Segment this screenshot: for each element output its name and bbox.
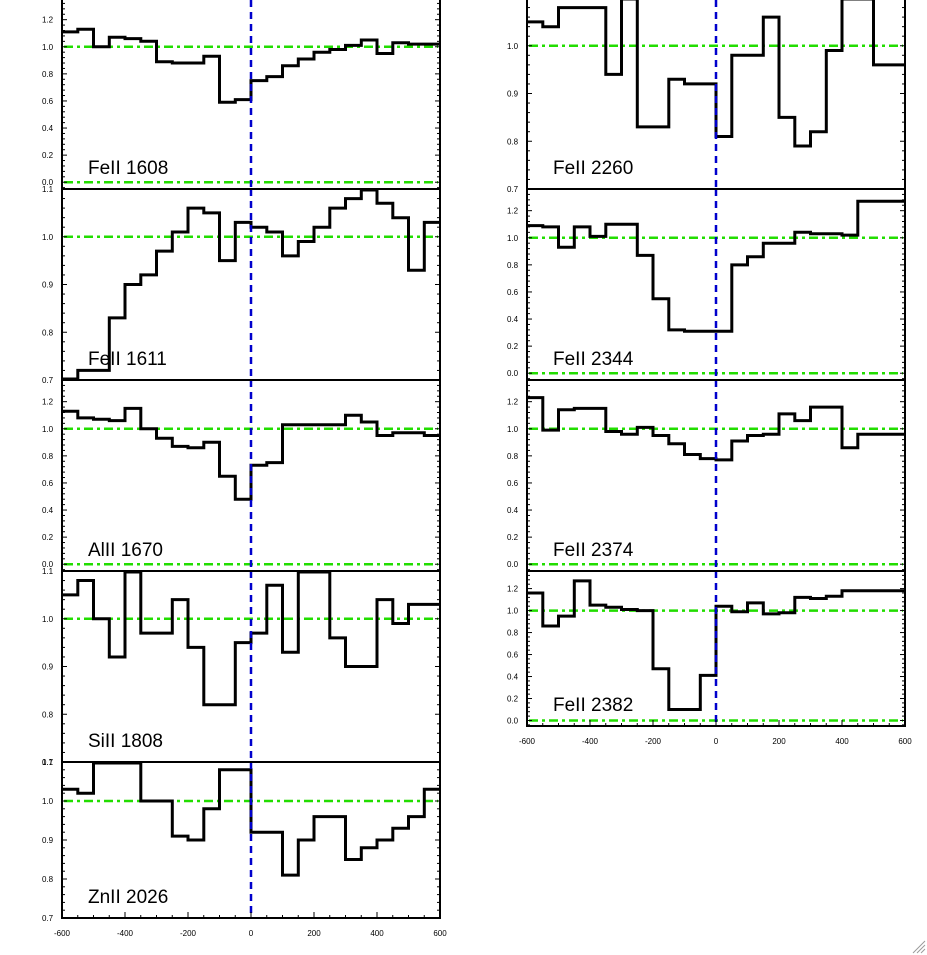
panel-feii-2260: 0.7 0.8 0.9 1.0 FeII 2260 [507, 0, 906, 194]
y-tick-label: 1.0 [42, 425, 54, 434]
y-tick-label: 0.4 [42, 506, 54, 515]
panel-label-feii-1608: FeII 1608 [88, 158, 168, 179]
panel-feii-2374: 0.0 0.2 0.4 0.6 0.8 1.0 1.2 FeII 2374 [507, 379, 906, 572]
x-tick-label: -600 [519, 737, 536, 746]
x-tick-label: 400 [370, 929, 384, 938]
y-tick-label: 1.0 [507, 425, 519, 434]
y-tick-label: 0.9 [42, 836, 54, 845]
y-tick-label: 1.0 [507, 234, 519, 243]
y-tick-label: 1.1 [42, 567, 54, 576]
panel-feii-1611: 0.7 0.8 0.9 1.0 1.1 FeII 1611 [42, 185, 441, 385]
spectrum-line [527, 199, 905, 333]
panel-label-feii-1611: FeII 1611 [88, 349, 167, 370]
y-tick-label: 0.8 [42, 875, 54, 884]
spectrum-line [62, 571, 440, 707]
y-tick-label: 0.6 [42, 97, 54, 106]
y-tick-label: 0.2 [507, 695, 519, 704]
y-tick-label: 0.7 [42, 376, 54, 385]
y-tick-label: 0.4 [42, 124, 54, 133]
x-tick-label: 0 [714, 737, 719, 746]
resize-grip-icon[interactable] [912, 940, 926, 954]
spectrum-line [62, 406, 440, 501]
panel-znii-2026: 0.7 0.8 0.9 1.0 1.1 ZnII 2026 [42, 758, 441, 923]
y-tick-label: 0.2 [507, 533, 519, 542]
panel-siii-1808: 0.7 0.8 0.9 1.0 1.1 SiII 1808 [42, 567, 441, 767]
y-tick-label: 0.6 [507, 651, 519, 660]
y-tick-label: 0.9 [507, 90, 519, 99]
y-tick-label: 0.0 [507, 717, 519, 726]
y-tick-label: 1.0 [507, 42, 519, 51]
y-tick-label: 0.6 [507, 479, 519, 488]
y-tick-label: 0.8 [507, 261, 519, 270]
y-tick-label: 0.4 [507, 315, 519, 324]
x-axis-right: -600 -400 -200 0 200 400 600 [519, 720, 912, 746]
y-tick-label: 0.2 [507, 342, 519, 351]
y-tick-label: 0.6 [507, 288, 519, 297]
y-tick-label: 0.8 [507, 452, 519, 461]
y-tick-label: 0.9 [42, 281, 54, 290]
x-tick-label: 600 [898, 737, 912, 746]
y-tick-label: 0.4 [507, 673, 519, 682]
spectrum-line [527, 579, 905, 711]
y-tick-label: 0.8 [42, 70, 54, 79]
x-axis-left: -600 -400 -200 0 200 400 600 [54, 912, 447, 938]
x-tick-label: -200 [645, 737, 662, 746]
x-tick-label: -600 [54, 929, 71, 938]
panel-label-siii-1808: SiII 1808 [88, 731, 163, 752]
panel-alii-1670: 0.0 0.2 0.4 0.6 0.8 1.0 1.2 AlII 1670 [42, 379, 441, 572]
x-tick-label: 200 [307, 929, 321, 938]
panel-feii-1608: 0.0 0.2 0.4 0.6 0.8 1.0 1.2 FeII 1608 [42, 0, 441, 190]
x-tick-label: -400 [117, 929, 134, 938]
y-tick-label: 1.2 [507, 207, 519, 216]
y-tick-label: 0.8 [507, 629, 519, 638]
y-tick-label: 1.2 [507, 398, 519, 407]
x-tick-label: -200 [180, 929, 197, 938]
y-tick-label: 0.7 [42, 914, 54, 923]
x-tick-label: 400 [835, 737, 849, 746]
panel-label-znii-2026: ZnII 2026 [88, 887, 168, 908]
y-tick-label: 0.2 [42, 533, 54, 542]
panel-feii-2344: 0.0 0.2 0.4 0.6 0.8 1.0 1.2 FeII 2344 [507, 188, 906, 381]
y-tick-label: 0.9 [42, 663, 54, 672]
y-tick-label: 0.0 [507, 369, 519, 378]
y-tick-label: 0.0 [42, 560, 54, 569]
panel-feii-2382: 0.0 0.2 0.4 0.6 0.8 1.0 1.2 FeII 2382 [507, 570, 906, 727]
panel-label-alii-1670: AlII 1670 [88, 540, 163, 561]
y-tick-label: 0.8 [507, 137, 519, 146]
y-tick-label: 0.8 [42, 710, 54, 719]
y-tick-label: 0.7 [42, 758, 54, 767]
panels-layer: 0.0 0.2 0.4 0.6 0.8 1.0 1.2 FeII 1608 0.7 0.8 0.9 1… [42, 0, 906, 923]
y-tick-label: 0.7 [507, 185, 519, 194]
x-tick-label: 200 [772, 737, 786, 746]
panel-label-feii-2260: FeII 2260 [553, 158, 633, 179]
x-tick-label: 600 [433, 929, 447, 938]
y-tick-label: 0.6 [42, 479, 54, 488]
x-tick-label: 0 [249, 929, 254, 938]
y-tick-label: 0.2 [42, 151, 54, 160]
y-tick-label: 1.2 [42, 398, 54, 407]
panel-label-feii-2344: FeII 2344 [553, 349, 634, 370]
y-tick-label: 1.0 [42, 233, 54, 242]
y-tick-label: 1.1 [42, 758, 54, 767]
y-tick-label: 0.0 [507, 560, 519, 569]
y-tick-label: 1.1 [42, 185, 54, 194]
y-tick-label: 1.2 [507, 585, 519, 594]
x-tick-label: -400 [582, 737, 599, 746]
y-tick-label: 0.4 [507, 506, 519, 515]
y-tick-label: 1.0 [42, 43, 54, 52]
y-tick-label: 1.0 [42, 615, 54, 624]
y-tick-label: 1.0 [507, 607, 519, 616]
y-tick-label: 0.0 [42, 178, 54, 187]
y-tick-label: 1.2 [42, 16, 54, 25]
y-tick-label: 0.8 [42, 452, 54, 461]
y-tick-label: 1.0 [42, 797, 54, 806]
spectrum-line [527, 396, 905, 462]
panel-label-feii-2382: FeII 2382 [553, 695, 633, 716]
y-tick-label: 0.8 [42, 328, 54, 337]
panel-label-feii-2374: FeII 2374 [553, 540, 634, 561]
